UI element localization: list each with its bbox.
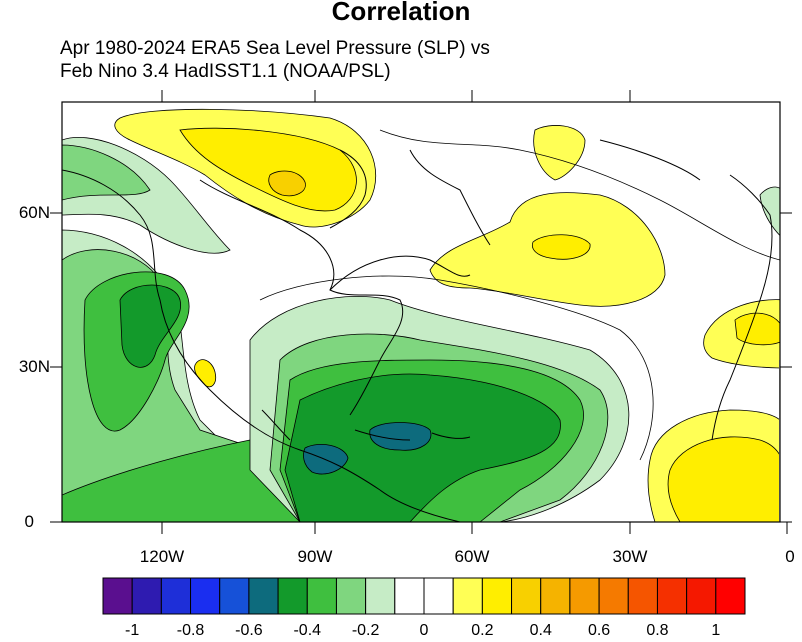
subtitle-line-1: Apr 1980-2024 ERA5 Sea Level Pressure (S… (60, 38, 490, 59)
colorbar-swatch (715, 577, 746, 615)
coastlines (62, 139, 773, 522)
colorbar-label: -0.8 (176, 622, 205, 639)
lon-label-30w: 30W (612, 547, 648, 566)
colorbar-swatch (452, 577, 483, 615)
map-frame (61, 101, 781, 523)
canada-mid-green-region (62, 144, 151, 201)
colorbar-swatch (190, 577, 221, 615)
colorbar-swatch (627, 577, 658, 615)
lat-label-60n: 60N (18, 203, 50, 222)
arctic-orange-core (268, 170, 306, 197)
colorbar-label: 0 (419, 622, 429, 639)
caribbean-dark-green-region (284, 373, 561, 522)
colorbar-label: 0.4 (529, 622, 552, 639)
colorbar-swatch (511, 577, 542, 615)
map-area (62, 102, 780, 522)
pacific-dark-green-core (119, 284, 182, 368)
colorbar-label: -0.4 (293, 622, 322, 639)
zero-contour-line-2 (379, 129, 780, 261)
colorbar-swatch (598, 577, 629, 615)
colorbar-label: -0.2 (351, 622, 380, 639)
page-title: Correlation (331, 0, 471, 26)
colorbar-swatch (686, 577, 717, 615)
colorbar-label: 1 (711, 622, 721, 639)
colorbar-swatch (131, 577, 162, 615)
axis-ticks (50, 90, 792, 534)
colorbar-swatch (335, 577, 367, 615)
africa-yellow-core (667, 436, 780, 522)
colorbar-swatch (540, 577, 571, 615)
colorbar-swatch (277, 577, 308, 615)
colorbar-label: 0.6 (587, 622, 611, 639)
lon-label-90w: 90W (297, 547, 333, 566)
lon-label-120w: 120W (139, 547, 185, 566)
far-north-yellow-patch (533, 125, 586, 181)
arctic-yellow-region (179, 127, 357, 212)
colorbar-label: 0.2 (471, 622, 494, 639)
caribbean-teal-core (369, 422, 432, 451)
colorbar-swatch (306, 577, 337, 615)
colorbar-swatch (569, 577, 600, 615)
colorbar-label: -0.6 (235, 622, 263, 639)
colorbar-swatch (656, 577, 688, 615)
colorbar-swatch (394, 577, 425, 615)
lon-label-60w: 60W (454, 547, 490, 566)
colorbar (102, 577, 746, 615)
colorbar-swatch (102, 577, 133, 615)
colorbar-swatch (481, 577, 513, 615)
colorbar-swatch (160, 577, 192, 615)
colorbar-label: 0.8 (646, 622, 669, 639)
colorbar-swatch (248, 577, 279, 615)
lat-label-0: 0 (24, 512, 34, 531)
zero-contour-line (259, 275, 654, 461)
colorbar-swatch (365, 577, 396, 615)
colorbar-swatch (423, 577, 454, 615)
subtitle-line-2: Feb Nino 3.4 HadISST1.1 (NOAA/PSL) (60, 61, 391, 82)
colorbar-label: -1 (125, 622, 140, 639)
north-atlantic-yellow-core (531, 234, 591, 260)
lon-label-0: 0 (785, 547, 795, 566)
lat-label-30n: 30N (18, 357, 50, 376)
colorbar-swatch (219, 577, 250, 615)
europe-green-patch (759, 186, 780, 236)
